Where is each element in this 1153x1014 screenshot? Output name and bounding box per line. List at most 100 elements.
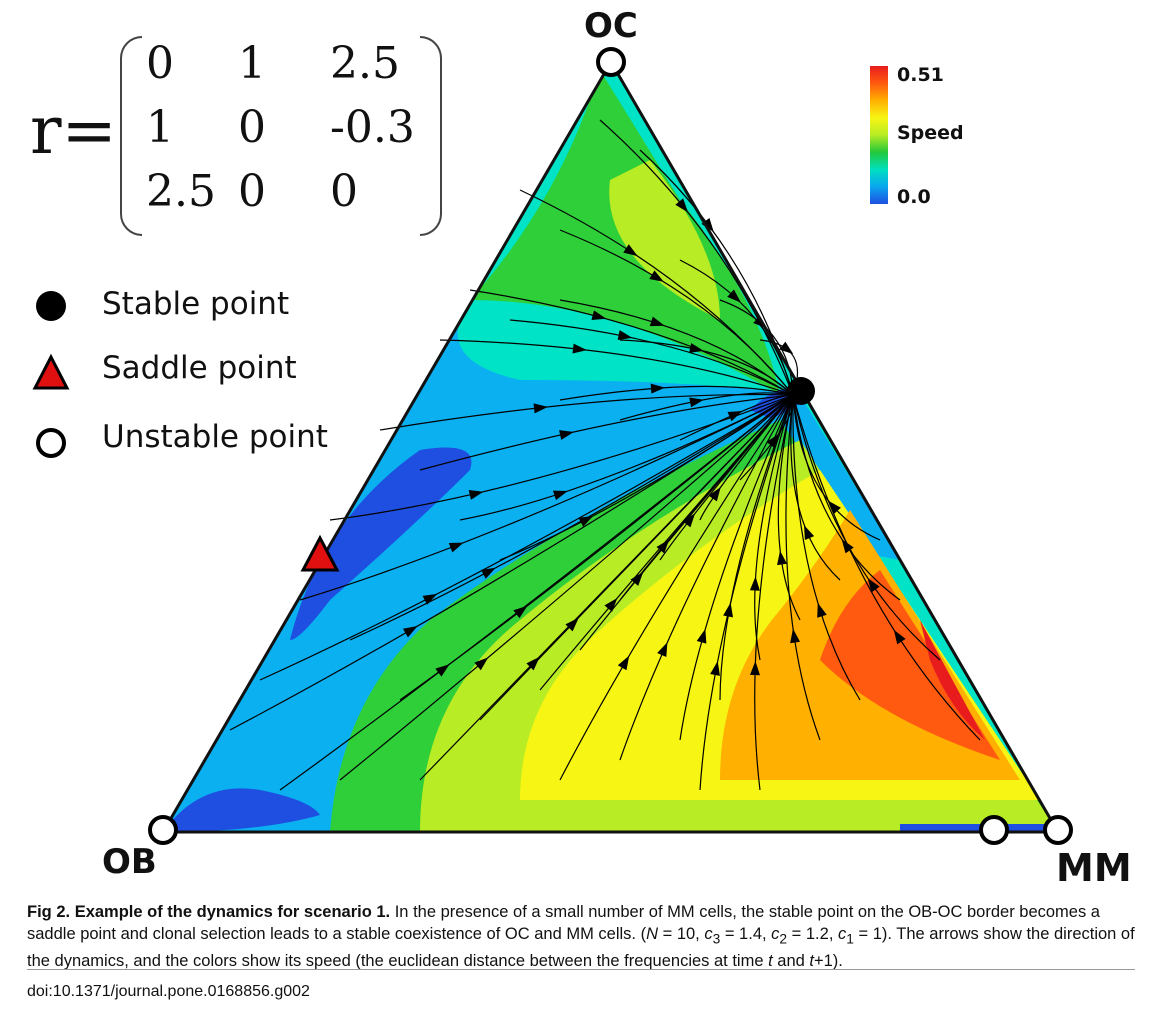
streamline: [619, 394, 794, 601]
caption-subscript: 2: [779, 931, 788, 947]
legend-label: Saddle point: [102, 350, 297, 386]
slow-region-ob: [163, 788, 320, 832]
ternary-figure: OC OB MM r= 0 1 2.5 1 0 -0.3 2.5 0 0 Sta…: [30, 6, 1132, 890]
stable-point: [787, 377, 815, 405]
streamline-arrow: [727, 411, 743, 422]
colorbar-title: Speed: [897, 122, 964, 144]
caption-text: = 1.2,: [787, 925, 838, 943]
streamline-arrow: [552, 490, 568, 501]
streamline-arrow: [559, 430, 574, 440]
vertex-label-oc: OC: [584, 6, 638, 46]
caption-symbol: c: [704, 925, 713, 943]
streamline: [559, 229, 794, 396]
streamline: [619, 394, 794, 761]
streamline: [619, 392, 794, 421]
caption-subscript: 3: [712, 931, 721, 947]
streamline-arrow: [867, 577, 880, 593]
streamline-arrow: [448, 542, 464, 553]
caption-title: Example of the dynamics for scenario 1.: [74, 903, 391, 921]
legend-icons: [32, 291, 70, 458]
streamline: [599, 119, 794, 396]
streamline-arrow: [804, 525, 815, 541]
streamline: [679, 394, 794, 441]
streamline-arrow: [435, 664, 450, 677]
doi-text: doi:10.1371/journal.pone.0168856.g002: [27, 983, 310, 1000]
streamline-arrow: [591, 310, 607, 321]
streamline-arrow: [689, 397, 704, 408]
ternary-plot: [32, 47, 1073, 845]
slow-region-saddle: [290, 447, 472, 640]
speed-band-5: [609, 160, 720, 320]
streamline: [777, 394, 801, 621]
caption-symbol: t: [809, 952, 814, 971]
streamline-arrow: [656, 539, 670, 554]
caption-fig-label: Fig 2.: [27, 903, 71, 921]
streamline-arrow: [779, 341, 794, 355]
caption-text: and: [772, 952, 810, 971]
caption-text: +1).: [814, 952, 843, 971]
caption-symbol: c: [771, 925, 780, 943]
streamline: [329, 394, 794, 521]
streamline-arrow: [474, 657, 489, 671]
open-circle-icon: [36, 428, 66, 458]
streamline: [785, 394, 821, 741]
streamline-arrow: [701, 217, 714, 233]
matrix-cell: 1: [238, 38, 266, 89]
streamline: [719, 299, 794, 396]
streamline-arrow: [696, 628, 707, 644]
matrix-label: r=: [30, 92, 117, 169]
unstable-point-oc: [596, 47, 626, 77]
streamline-arrow: [727, 289, 741, 303]
colorbar-max-label: 0.51: [897, 64, 944, 86]
streamline-arrow: [617, 655, 630, 671]
streamline: [439, 339, 794, 396]
streamline-arrow: [402, 626, 418, 638]
streamline: [792, 394, 901, 601]
streamline-arrow: [623, 244, 638, 257]
streamline-arrow: [526, 656, 540, 671]
caption-symbol: t: [768, 952, 773, 971]
streamline: [379, 393, 794, 431]
vertex-label-mm: MM: [1056, 846, 1132, 890]
streamline: [792, 394, 981, 741]
streamline-arrow: [513, 605, 528, 619]
colorbar-gradient: [870, 66, 888, 204]
streamline: [792, 394, 861, 701]
streamline-arrow: [572, 343, 587, 354]
streamline-arrow: [893, 629, 906, 645]
streamline: [559, 385, 794, 401]
matrix-right-bracket: [420, 36, 442, 236]
slow-region-mm-edge: [900, 824, 1058, 832]
streamline: [469, 289, 794, 396]
streamline: [679, 394, 794, 741]
streamline: [259, 394, 794, 681]
streamline: [699, 394, 794, 521]
streamline-arrow: [817, 602, 827, 618]
streamline: [754, 394, 794, 791]
streamline-arrow: [749, 576, 760, 591]
caption-symbol: c: [838, 925, 847, 943]
streamline: [419, 394, 794, 471]
streamline-arrow: [708, 486, 721, 502]
streamline-arrow: [657, 642, 668, 658]
streamline-arrow: [533, 403, 548, 414]
streamline: [639, 149, 794, 396]
streamline-arrow: [649, 270, 664, 282]
caption-subscript: 1: [846, 931, 854, 947]
unstable-point-mm: [1043, 815, 1073, 845]
matrix-cell: 0: [238, 102, 266, 153]
unstable-point-ob: [148, 815, 178, 845]
streamline-arrow: [777, 550, 787, 566]
figure-caption: Fig 2. Example of the dynamics for scena…: [27, 901, 1135, 972]
streamline-arrow: [565, 617, 579, 632]
caption-symbol: N: [646, 925, 659, 943]
streamline-arrow: [827, 500, 841, 515]
unstable-point-mm-edge: [979, 815, 1009, 845]
streamline: [719, 394, 794, 701]
streamline: [792, 394, 881, 541]
streamline: [659, 394, 794, 561]
filled-circle-icon: [36, 291, 66, 321]
caption-text: = 1). The arrows show the direction of t…: [27, 925, 1135, 971]
matrix-cell: 1: [146, 102, 174, 153]
streamline-arrow: [617, 330, 633, 340]
